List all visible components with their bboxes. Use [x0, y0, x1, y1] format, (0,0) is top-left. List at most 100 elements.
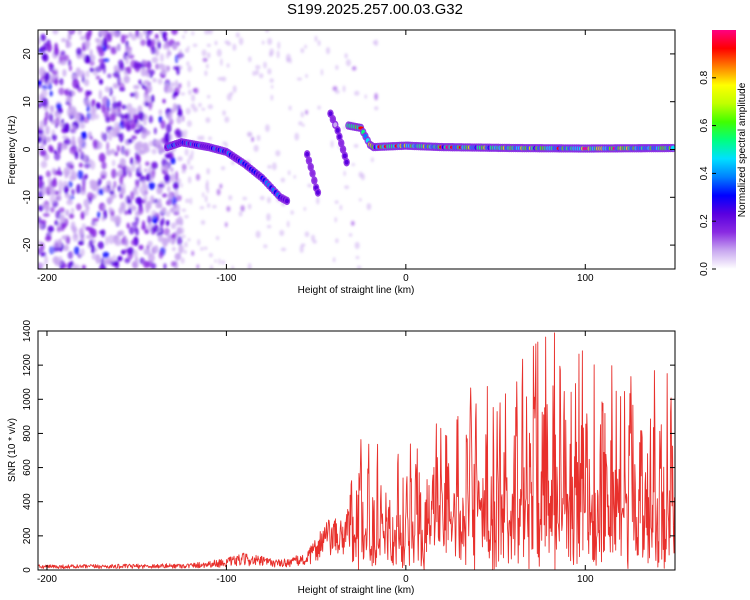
noise-blob: [133, 84, 140, 90]
x-tick-label: 0: [403, 273, 409, 284]
noise-blob: [91, 253, 99, 260]
noise-blob: [277, 41, 281, 50]
noise-blob: [130, 33, 138, 41]
noise-blob: [38, 175, 43, 181]
noise-blob: [289, 58, 292, 64]
noise-blob: [189, 165, 194, 170]
noise-blob: [224, 222, 228, 228]
y-tick-label: 800: [22, 425, 33, 442]
noise-blob: [130, 157, 134, 165]
noise-blob: [73, 246, 80, 255]
noise-blob: [374, 106, 379, 111]
noise-blob: [176, 116, 182, 124]
noise-blob: [106, 141, 110, 152]
noise-blob: [158, 145, 165, 153]
noise-blob: [163, 227, 170, 236]
noise-blob: [119, 174, 124, 185]
noise-blob: [77, 30, 83, 36]
noise-blob: [206, 95, 211, 99]
noise-blob: [163, 263, 167, 269]
noise-blob: [125, 149, 129, 157]
noise-blob: [156, 186, 163, 195]
y-tick-label: 10: [22, 96, 33, 108]
y-tick-label: -20: [22, 237, 33, 252]
noise-blob: [197, 238, 201, 246]
noise-blob: [215, 235, 220, 241]
noise-blob: [76, 47, 82, 56]
noise-blob: [275, 150, 281, 157]
noise-blob: [301, 123, 305, 127]
noise-blob: [154, 50, 160, 56]
noise-blob: [154, 33, 159, 39]
noise-blob: [157, 234, 164, 243]
noise-blob: [76, 183, 82, 194]
noise-blob: [266, 224, 272, 229]
signal-blob: [344, 159, 349, 165]
noise-blob: [83, 154, 88, 163]
noise-blob: [207, 104, 213, 110]
noise-blob: [164, 132, 171, 143]
noise-blob: [190, 103, 196, 109]
noise-blob: [114, 261, 120, 269]
noise-blob: [105, 106, 111, 112]
signal-blob: [333, 122, 338, 128]
noise-blob: [197, 135, 201, 141]
noise-blob: [358, 198, 362, 202]
noise-blob: [102, 251, 110, 259]
spectrogram-x-ticks: -200 -100 0 100: [37, 30, 594, 284]
noise-blob: [157, 183, 165, 188]
noise-blob: [38, 263, 43, 268]
noise-blob: [114, 31, 120, 38]
noise-blob: [140, 67, 147, 77]
noise-blob: [89, 111, 95, 121]
noise-blob: [201, 192, 205, 198]
noise-blob: [144, 184, 148, 193]
noise-blob: [49, 188, 56, 195]
noise-blob: [177, 108, 183, 118]
noise-blob: [354, 241, 360, 250]
signal-blob: [335, 127, 340, 133]
noise-blob: [124, 112, 130, 120]
noise-blob: [204, 195, 208, 203]
noise-blob: [120, 201, 126, 210]
noise-blob: [64, 193, 71, 199]
noise-blob: [85, 234, 93, 239]
noise-blob: [161, 237, 169, 247]
noise-blob: [181, 115, 185, 122]
noise-blob: [279, 229, 285, 236]
noise-blob: [68, 213, 75, 219]
noise-blob: [98, 78, 104, 85]
noise-blob: [200, 220, 206, 225]
noise-blob: [50, 179, 58, 188]
noise-blob: [49, 206, 55, 213]
noise-blob: [148, 181, 156, 190]
noise-blob: [184, 48, 190, 53]
noise-blob: [103, 209, 108, 220]
noise-blob: [294, 132, 300, 141]
noise-blob: [58, 194, 62, 201]
signal-blob: [284, 198, 289, 204]
noise-blob: [158, 250, 164, 259]
noise-blob: [248, 56, 252, 63]
noise-blob: [107, 234, 115, 245]
noise-blob: [91, 217, 99, 223]
noise-blob: [171, 82, 175, 87]
noise-blob: [80, 248, 85, 257]
noise-blob: [228, 195, 233, 201]
noise-blob: [265, 124, 270, 132]
noise-blob: [55, 170, 61, 176]
noise-blob: [314, 35, 318, 42]
noise-blob: [174, 129, 179, 136]
noise-blob: [169, 167, 174, 173]
noise-blob: [117, 185, 122, 192]
noise-blob: [219, 183, 223, 189]
noise-blob: [62, 69, 67, 77]
noise-blob: [112, 101, 119, 109]
noise-blob: [97, 180, 101, 187]
noise-blob: [44, 235, 52, 242]
noise-blob: [203, 246, 208, 250]
noise-blob: [186, 120, 192, 127]
noise-blob: [133, 187, 138, 194]
noise-blob: [120, 34, 126, 44]
noise-blob: [226, 93, 232, 101]
